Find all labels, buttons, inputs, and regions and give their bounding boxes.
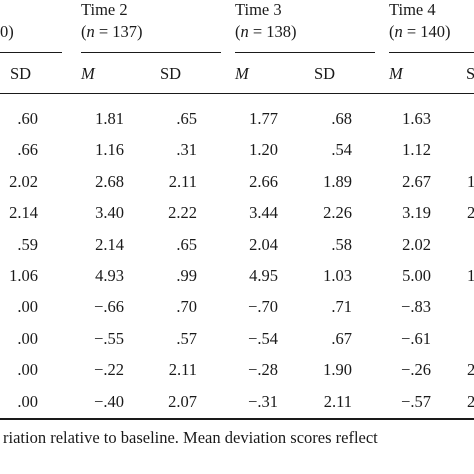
cell-sd3: 1.89 <box>323 171 352 191</box>
cell-m4: −.26 <box>401 360 431 380</box>
cell-sd1: 2.14 <box>9 203 38 223</box>
table-bottom-rule <box>0 418 474 420</box>
cell-sd1: .00 <box>17 297 38 317</box>
cell-sd1: .00 <box>17 360 38 380</box>
cell-sd4-fragment: 1 <box>467 266 474 285</box>
cell-sd2: 2.22 <box>168 203 197 223</box>
subheader-sd3: SD <box>314 64 336 83</box>
cell-m4: 1.12 <box>402 140 431 160</box>
cell-m4: 2.67 <box>402 171 431 191</box>
cell-sd1: 1.06 <box>9 266 38 285</box>
cell-m4: −.61 <box>401 328 431 348</box>
cell-sd3: .58 <box>331 234 352 254</box>
cell-m3: 3.44 <box>249 203 278 223</box>
cell-m3: −.54 <box>248 328 278 348</box>
cell-sd1: 2.02 <box>9 171 38 191</box>
group-rule-time1 <box>0 52 62 54</box>
subheader-sd2: SD <box>160 64 182 83</box>
cell-m2: −.66 <box>94 297 124 317</box>
subheader-sd1: SD <box>10 64 32 83</box>
subheader-m2: M <box>81 64 95 83</box>
cell-sd3: 1.03 <box>323 266 352 285</box>
cell-sd1: .66 <box>17 140 38 160</box>
time4-title: Time 4 <box>389 0 436 19</box>
cell-m4: 1.63 <box>402 109 431 128</box>
table-footnote: riation relative to baseline. Mean devia… <box>3 428 378 447</box>
cell-m2: 2.68 <box>95 171 124 191</box>
subheader-m4: M <box>389 64 403 83</box>
cell-m4: −.57 <box>401 391 431 411</box>
cell-sd2: 2.07 <box>168 391 197 411</box>
group-rule-time3 <box>235 52 375 54</box>
cell-m2: −.40 <box>94 391 124 411</box>
subheader-m3: M <box>235 64 249 83</box>
cell-m2: 3.40 <box>95 203 124 223</box>
time2-n: (n = 137) <box>81 22 143 41</box>
cell-m2: −.55 <box>94 328 124 348</box>
cell-m3: 1.20 <box>249 140 278 160</box>
cell-sd2: .99 <box>176 266 197 285</box>
cell-m2: 4.93 <box>95 266 124 285</box>
cell-m4: −.83 <box>401 297 431 317</box>
cell-sd3: .54 <box>331 140 352 160</box>
cell-m3: 2.04 <box>249 234 278 254</box>
cell-m3: 1.77 <box>249 109 278 128</box>
cell-sd2: 2.11 <box>168 360 197 380</box>
cell-sd3: 1.90 <box>323 360 352 380</box>
cell-sd4-fragment: 1 <box>467 171 474 191</box>
cell-sd4-fragment: 2 <box>467 360 474 380</box>
cell-sd2: 2.11 <box>168 171 197 191</box>
time4-n: (n = 140) <box>389 22 451 41</box>
cell-m2: −.22 <box>94 360 124 380</box>
cell-sd2: .65 <box>176 234 197 254</box>
time2-title: Time 2 <box>81 0 128 19</box>
cell-sd2: .65 <box>176 109 197 128</box>
cell-m3: −.70 <box>248 297 278 317</box>
cell-m4: 2.02 <box>402 234 431 254</box>
cell-sd3: .68 <box>331 109 352 128</box>
time3-title: Time 3 <box>235 0 282 19</box>
cell-sd1: .59 <box>17 234 38 254</box>
cell-m3: −.31 <box>248 391 278 411</box>
cell-sd3: 2.11 <box>323 391 352 411</box>
cell-sd2: .70 <box>176 297 197 317</box>
cell-m3: 4.95 <box>249 266 278 285</box>
cell-m2: 1.81 <box>95 109 124 128</box>
subheader-sd4-fragment: S <box>466 64 474 83</box>
time3-n: (n = 138) <box>235 22 297 41</box>
cell-m2: 1.16 <box>95 140 124 160</box>
cell-sd2: .57 <box>176 328 197 348</box>
cell-m4: 3.19 <box>402 203 431 223</box>
group-rule-time4 <box>389 52 474 54</box>
cell-sd3: .67 <box>331 328 352 348</box>
cell-sd2: .31 <box>176 140 197 160</box>
group-rule-time2 <box>81 52 221 54</box>
cell-sd3: .71 <box>331 297 352 317</box>
cell-sd3: 2.26 <box>323 203 352 223</box>
subheader-rule <box>0 93 474 95</box>
cell-sd1: .60 <box>17 109 38 128</box>
cell-sd1: .00 <box>17 328 38 348</box>
cell-sd4-fragment: 2 <box>467 203 474 223</box>
cell-m3: −.28 <box>248 360 278 380</box>
cell-sd4-fragment: 2 <box>467 391 474 411</box>
cell-sd1: .00 <box>17 391 38 411</box>
cell-m4: 5.00 <box>402 266 431 285</box>
cell-m2: 2.14 <box>95 234 124 254</box>
cell-m3: 2.66 <box>249 171 278 191</box>
col0-header-fragment: 0) <box>0 22 14 41</box>
